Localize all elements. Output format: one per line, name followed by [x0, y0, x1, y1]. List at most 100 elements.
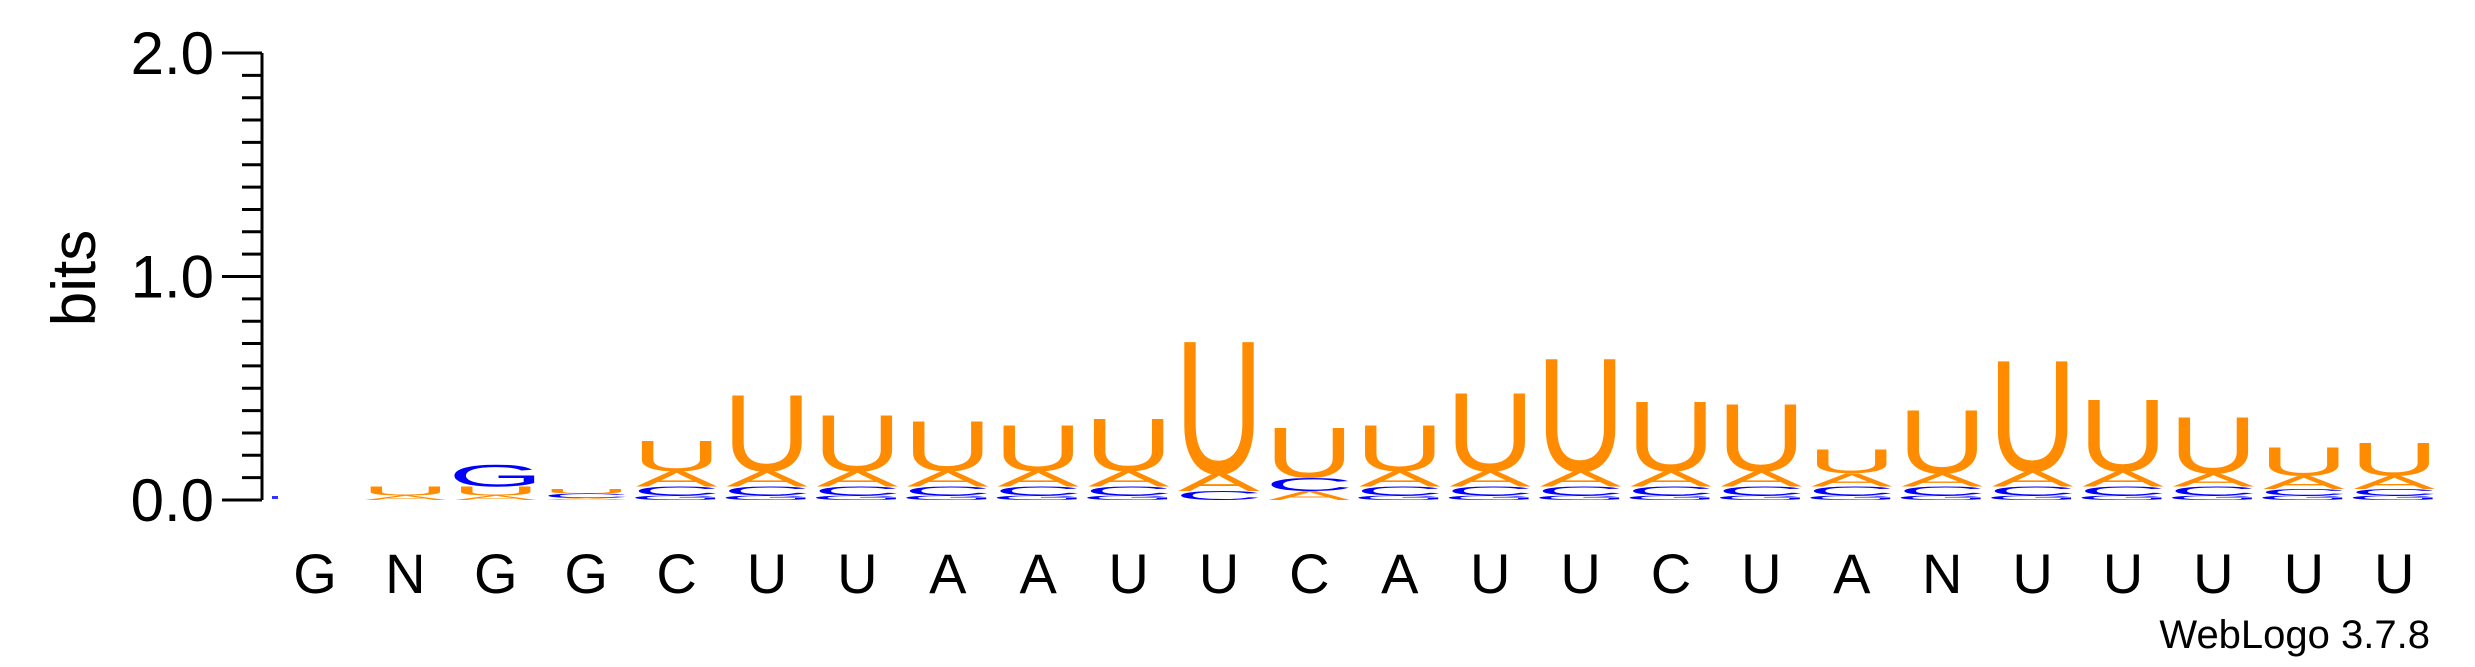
- x-tick-label: C: [1651, 542, 1691, 605]
- logo-letter-a: A: [907, 467, 989, 491]
- x-tick-label: A: [1020, 542, 1058, 605]
- logo-letter-a: A: [726, 467, 808, 491]
- x-tick-label: U: [747, 542, 787, 605]
- logo-letter-g: G: [1804, 494, 1899, 501]
- logo-letter-u: U: [452, 484, 540, 498]
- logo-letter-g: G: [2347, 494, 2442, 501]
- logo-letter-a: A: [365, 494, 447, 501]
- logo-letter-u: U: [2350, 433, 2438, 486]
- logo-letter-c: C: [542, 492, 630, 499]
- logo-letter-u: U: [2260, 439, 2348, 484]
- y-tick-label: 0.0: [131, 467, 214, 534]
- logo-letter-a: A: [545, 497, 627, 500]
- logo-letter-g: G: [2075, 494, 2170, 501]
- logo-letter-c: C: [1988, 484, 2076, 498]
- logo-letter-u: U: [2079, 378, 2167, 493]
- logo-letter-c: C: [2350, 487, 2438, 497]
- x-tick-label: U: [2193, 542, 2233, 605]
- logo-letter-a: A: [1992, 467, 2074, 491]
- logo-letter-u: U: [723, 372, 811, 495]
- x-tick-label: N: [1922, 542, 1962, 605]
- logo-letter-g: G: [1985, 494, 2080, 501]
- logo-letter-g: G: [1533, 494, 1628, 501]
- logo-letter-u: U: [1175, 301, 1263, 514]
- x-tick-label: U: [1108, 542, 1148, 605]
- logo-letter-a: A: [1630, 467, 1712, 491]
- logo-letter-c: C: [813, 484, 901, 498]
- weblogo-credit: WebLogo 3.7.8: [2159, 613, 2430, 657]
- logo-letter-c: C: [632, 484, 720, 498]
- x-tick-label: U: [837, 542, 877, 605]
- logo-letter-a: A: [2263, 472, 2345, 493]
- logo-letter-c: C: [1717, 484, 1805, 498]
- logo-letter-u: U: [813, 397, 901, 488]
- logo-letter-g: G: [1443, 494, 1538, 501]
- logo-letter-a: A: [997, 467, 1079, 491]
- logo-letter-a: A: [817, 467, 899, 491]
- logo-letter-a: A: [455, 494, 537, 501]
- logo-letter-g: G: [629, 494, 724, 501]
- logo-letter-u: U: [1988, 328, 2076, 505]
- x-tick-label: U: [1560, 542, 1600, 605]
- logo-letter-u: U: [1536, 325, 1624, 506]
- logo-letter-u: U: [1356, 411, 1444, 485]
- logo-letter-g: G: [1623, 494, 1718, 501]
- x-tick-label: A: [929, 542, 967, 605]
- x-tick-label: G: [293, 542, 337, 605]
- logo-letter-a: A: [2173, 470, 2255, 491]
- x-tick-label: A: [1381, 542, 1419, 605]
- logo-letter-u: U: [1446, 369, 1534, 494]
- logo-letter-u: U: [994, 411, 1082, 485]
- logo-letter-g: G: [1895, 494, 1990, 501]
- logo-letter-c: C: [2079, 484, 2167, 498]
- logo-letter-g: G: [2256, 494, 2351, 501]
- logo-letter-g: G: [448, 458, 543, 493]
- x-tick-label: U: [2103, 542, 2143, 605]
- logo-letter-a: A: [1721, 467, 1803, 491]
- logo-letter-g: G: [1081, 494, 1176, 501]
- logo-letter-g: G: [900, 494, 995, 501]
- logo-letter-a: A: [2082, 467, 2164, 491]
- logo-letter-u: U: [1084, 404, 1172, 488]
- logo-letter-c: C: [1084, 484, 1172, 498]
- logo-letter-u: U: [1717, 384, 1805, 492]
- logo-letter-a: A: [636, 467, 718, 491]
- x-tick-label: U: [2284, 542, 2324, 605]
- x-tick-label: U: [2374, 542, 2414, 605]
- logo-letter-g: G: [810, 494, 905, 501]
- logo-letter-g: G: [1352, 494, 1447, 501]
- x-tick-label: U: [1741, 542, 1781, 605]
- letter-stack: ACU: [1265, 413, 1353, 503]
- logo-letter-a: A: [1178, 468, 1260, 496]
- logo-letter-c: C: [1536, 484, 1624, 498]
- y-axis-label: bits: [40, 230, 109, 326]
- logo-letter-a: A: [1359, 467, 1441, 491]
- logo-letter-g: G: [719, 494, 814, 501]
- logo-letter-g: G: [991, 494, 1086, 501]
- logo-letter-u: U: [1265, 413, 1353, 493]
- logo-letter-u: U: [632, 432, 720, 481]
- x-tick-label: C: [1289, 542, 1329, 605]
- logo-letter-c: C: [904, 484, 992, 498]
- logo-letter-c: C: [994, 484, 1082, 498]
- logo-letter-u: U: [1898, 392, 1986, 493]
- x-tick-label: G: [474, 542, 518, 605]
- logo-letter-a: A: [2353, 472, 2435, 493]
- logo-letter-a: A: [1088, 467, 1170, 491]
- x-tick-label: N: [385, 542, 425, 605]
- logo-letter-a: A: [1540, 467, 1622, 491]
